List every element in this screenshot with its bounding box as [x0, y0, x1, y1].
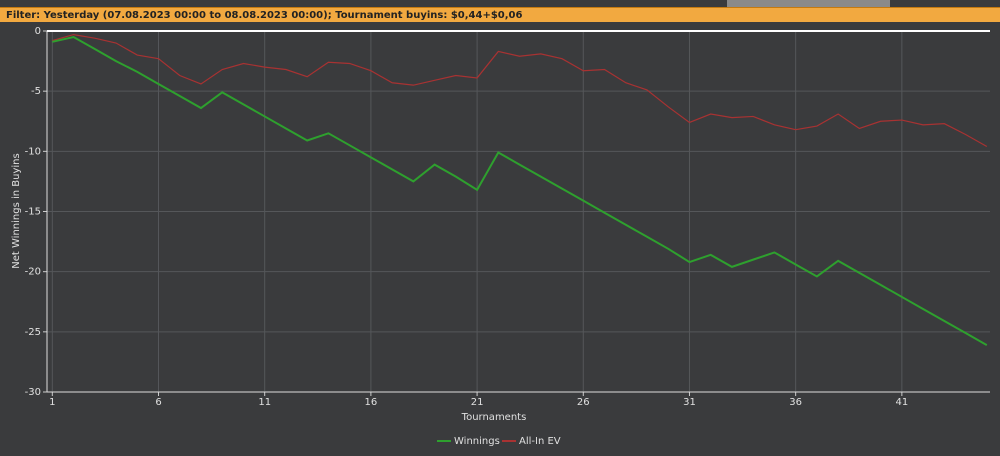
tab	[727, 0, 890, 7]
legend-label: Winnings	[454, 436, 500, 447]
y-tick-label: -15	[25, 207, 41, 218]
x-tick-label: 21	[471, 397, 484, 408]
x-axis-label: Tournaments	[461, 412, 527, 423]
y-tick-label: -5	[31, 86, 41, 97]
filter-bar: Filter: Yesterday (07.08.2023 00:00 to 0…	[0, 7, 1000, 22]
x-tick-label: 31	[683, 397, 696, 408]
y-tick-label: -30	[25, 387, 41, 398]
series-line	[52, 35, 988, 346]
y-tick-label: 0	[35, 26, 41, 37]
x-tick-label: 16	[365, 397, 378, 408]
x-tick-label: 26	[577, 397, 590, 408]
x-tick-label: 11	[258, 397, 271, 408]
y-tick-label: -25	[25, 327, 41, 338]
y-tick-label: -20	[25, 267, 41, 278]
x-tick-label: 1	[49, 397, 55, 408]
y-axis-label: Net Winnings in Buyins	[11, 153, 22, 268]
x-tick-label: 6	[155, 397, 161, 408]
x-tick-label: 41	[895, 397, 908, 408]
x-tick-label: 36	[789, 397, 802, 408]
series-line	[52, 33, 988, 148]
y-tick-label: -10	[25, 146, 41, 157]
legend-label: All-In EV	[519, 436, 561, 447]
